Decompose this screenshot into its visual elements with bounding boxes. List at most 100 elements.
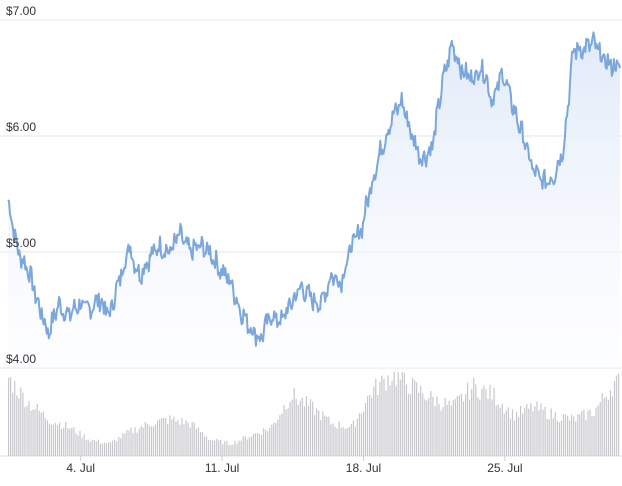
volume-bar: [358, 413, 361, 456]
volume-bar: [218, 440, 220, 456]
volume-bar: [12, 392, 14, 456]
volume-bar: [354, 426, 356, 456]
volume-bar: [387, 375, 389, 456]
volume-bar: [575, 421, 577, 456]
volume-bar: [263, 428, 265, 456]
volume-bar: [552, 418, 554, 456]
volume-bar: [63, 427, 65, 456]
volume-bar: [534, 406, 536, 456]
volume-bar: [159, 419, 161, 456]
volume-bar: [146, 423, 148, 456]
volume-bar: [301, 397, 303, 456]
volume-bar: [462, 401, 465, 456]
volume-bar: [334, 426, 336, 456]
volume-bar: [14, 381, 16, 456]
volume-bar: [487, 398, 489, 456]
volume-bar: [336, 428, 338, 456]
volume-bar: [318, 410, 320, 456]
volume-bar: [597, 405, 599, 456]
volume-bar: [261, 434, 263, 456]
volume-bar: [181, 418, 183, 456]
volume-bar: [185, 420, 187, 456]
volume-bar: [36, 404, 38, 456]
volume-bar: [61, 429, 63, 456]
volume-bar: [562, 413, 565, 456]
volume-bar: [536, 401, 538, 456]
volume-bar: [193, 422, 195, 456]
volume-bar: [564, 414, 567, 456]
volume-bar: [511, 409, 514, 456]
y-tick-label-2: $6.00: [6, 120, 36, 134]
volume-bar: [309, 399, 312, 456]
volume-bar: [224, 441, 226, 456]
volume-bar: [330, 424, 332, 456]
volume-bar: [428, 398, 430, 456]
x-axis-labels: 4. Jul 11. Jul 18. Jul 25. Jul: [66, 456, 523, 475]
volume-bar: [567, 415, 569, 456]
volume-bar: [493, 388, 495, 456]
volume-bar: [222, 444, 224, 456]
volume-bar: [138, 429, 140, 456]
volume-bar: [89, 441, 91, 456]
volume-bar: [148, 425, 150, 456]
volume-bar: [446, 405, 448, 456]
volume-bar: [513, 420, 516, 456]
volume-bar: [399, 379, 401, 456]
volume-bar: [385, 390, 387, 456]
volume-bar: [246, 439, 248, 456]
volume-bar: [291, 399, 293, 456]
volume-bar: [187, 422, 189, 456]
volume-bar: [267, 431, 269, 456]
volume-bar: [554, 412, 556, 456]
volume-bar: [177, 420, 179, 456]
volume-bar: [332, 423, 334, 456]
volume-bar: [191, 422, 193, 456]
volume-bar: [42, 411, 44, 456]
volume-bar: [156, 420, 159, 456]
volume-bar: [91, 439, 93, 456]
volume-bar: [454, 399, 456, 456]
volume-bar: [320, 420, 322, 456]
volume-bar: [236, 443, 238, 456]
volume-bar: [40, 412, 42, 456]
volume-bar: [150, 426, 152, 456]
volume-bar: [71, 427, 73, 456]
volume-bar: [342, 427, 344, 456]
volume-bar: [467, 382, 469, 456]
volume-bar: [479, 399, 481, 456]
volume-bar: [293, 388, 295, 456]
volume-bar: [432, 397, 434, 456]
volume-bar: [499, 407, 501, 456]
volume-bar: [59, 422, 61, 456]
volume-bar: [436, 396, 438, 456]
volume-bar: [367, 396, 369, 456]
volume-bar: [279, 415, 281, 456]
volume-bar: [52, 424, 55, 456]
volume-bar: [571, 414, 573, 456]
volume-bar: [26, 405, 28, 456]
volume-bar: [469, 400, 471, 456]
volume-bar: [560, 420, 562, 456]
volume-bar: [397, 372, 399, 456]
volume-bar: [122, 433, 124, 456]
volume-bar: [409, 394, 412, 456]
volume-bar: [173, 416, 175, 456]
volume-bar: [375, 378, 377, 456]
volume-bar: [485, 389, 487, 456]
volume-bar: [613, 380, 616, 456]
volume-bar: [65, 422, 67, 456]
y-axis-labels: $4.00 $5.00 $6.00 $7.00: [6, 4, 36, 366]
volume-bar: [205, 436, 208, 456]
volume-bar: [118, 437, 120, 456]
volume-bar: [373, 386, 375, 456]
volume-bar: [481, 388, 483, 456]
volume-bar: [44, 418, 46, 456]
volume-bar: [401, 372, 403, 456]
price-area-fill: [8, 32, 620, 369]
volume-bar: [163, 418, 165, 456]
volume-bar: [416, 382, 418, 456]
volume-bar: [258, 433, 261, 456]
volume-bar: [154, 424, 157, 456]
volume-bar: [497, 404, 499, 456]
volume-bar: [595, 407, 597, 456]
